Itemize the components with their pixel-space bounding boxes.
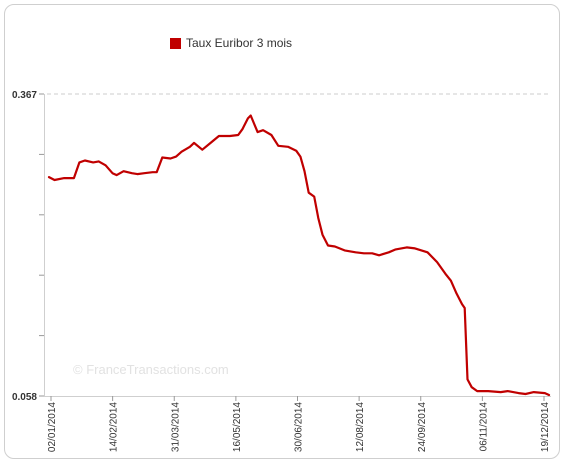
x-tick-label: 16/05/2014 <box>232 402 243 452</box>
watermark-text: © FranceTransactions.com <box>73 362 229 377</box>
x-tick-label: 06/11/2014 <box>478 402 489 452</box>
series-line-euribor <box>47 114 551 397</box>
plot-area: © FranceTransactions.com <box>44 93 551 397</box>
x-tick-label: 14/02/2014 <box>109 402 120 452</box>
x-tick-label: 12/08/2014 <box>355 402 366 452</box>
x-tick-label: 19/12/2014 <box>540 402 551 452</box>
y-tick-label: 0.058 <box>12 392 37 403</box>
legend-label: Taux Euribor 3 mois <box>186 36 293 50</box>
y-axis-ticks: 0.367 0.058 <box>12 90 44 403</box>
y-tick-label: 0.367 <box>12 90 37 101</box>
legend-swatch <box>170 37 181 49</box>
x-tick-label: 31/03/2014 <box>170 402 181 452</box>
x-axis-ticks: 02/01/2014 14/02/2014 31/03/2014 16/05/2014… <box>47 396 551 452</box>
x-tick-label: 24/09/2014 <box>417 402 428 452</box>
legend[interactable]: Taux Euribor 3 mois <box>170 35 292 51</box>
x-tick-label: 30/06/2014 <box>294 402 305 452</box>
x-tick-label: 02/01/2014 <box>47 402 58 452</box>
chart-frame <box>4 4 560 459</box>
